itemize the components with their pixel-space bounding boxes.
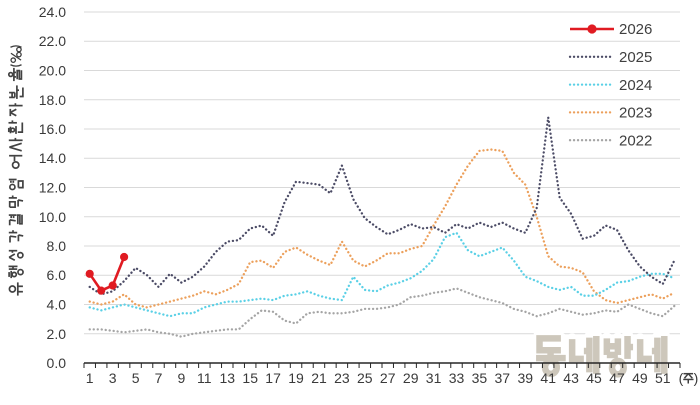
svg-text:4.0: 4.0 (47, 297, 67, 313)
svg-text:18.0: 18.0 (39, 92, 66, 108)
svg-text:27: 27 (380, 370, 396, 386)
svg-text:20.0: 20.0 (39, 63, 66, 79)
svg-text:10.0: 10.0 (39, 209, 66, 225)
svg-text:14.0: 14.0 (39, 150, 66, 166)
svg-text:16.0: 16.0 (39, 121, 66, 137)
svg-text:5: 5 (132, 370, 140, 386)
svg-text:0.0: 0.0 (47, 355, 67, 371)
svg-text:2024: 2024 (619, 77, 652, 94)
svg-text:1: 1 (86, 370, 94, 386)
svg-text:29: 29 (403, 370, 419, 386)
svg-text:31: 31 (426, 370, 442, 386)
svg-text:12.0: 12.0 (39, 180, 66, 196)
svg-text:17: 17 (265, 370, 281, 386)
svg-text:24.0: 24.0 (39, 4, 66, 20)
svg-text:43: 43 (563, 370, 579, 386)
svg-text:2022: 2022 (619, 132, 652, 149)
svg-text:45: 45 (586, 370, 602, 386)
svg-text:2025: 2025 (619, 49, 652, 66)
svg-text:23: 23 (334, 370, 350, 386)
svg-text:8.0: 8.0 (47, 238, 67, 254)
svg-text:21: 21 (311, 370, 327, 386)
svg-text:25: 25 (357, 370, 373, 386)
svg-text:19: 19 (288, 370, 304, 386)
svg-text:(: ( (679, 370, 684, 386)
svg-text:35: 35 (472, 370, 488, 386)
svg-text:11: 11 (197, 370, 212, 386)
svg-text:3: 3 (109, 370, 117, 386)
svg-text:13: 13 (220, 370, 236, 386)
svg-text:2026: 2026 (619, 21, 652, 38)
svg-text:15: 15 (242, 370, 258, 386)
svg-text:9: 9 (178, 370, 186, 386)
svg-text:51: 51 (655, 370, 671, 386)
svg-text:7: 7 (155, 370, 163, 386)
svg-text:41: 41 (540, 370, 556, 386)
svg-text:22.0: 22.0 (39, 33, 66, 49)
svg-text:2.0: 2.0 (47, 326, 67, 342)
svg-text:): ) (694, 370, 699, 386)
svg-text:39: 39 (518, 370, 534, 386)
svg-text:47: 47 (609, 370, 625, 386)
svg-text:37: 37 (495, 370, 511, 386)
svg-text:6.0: 6.0 (47, 267, 67, 283)
svg-text:33: 33 (449, 370, 465, 386)
svg-text:2023: 2023 (619, 105, 652, 122)
svg-text:49: 49 (632, 370, 648, 386)
